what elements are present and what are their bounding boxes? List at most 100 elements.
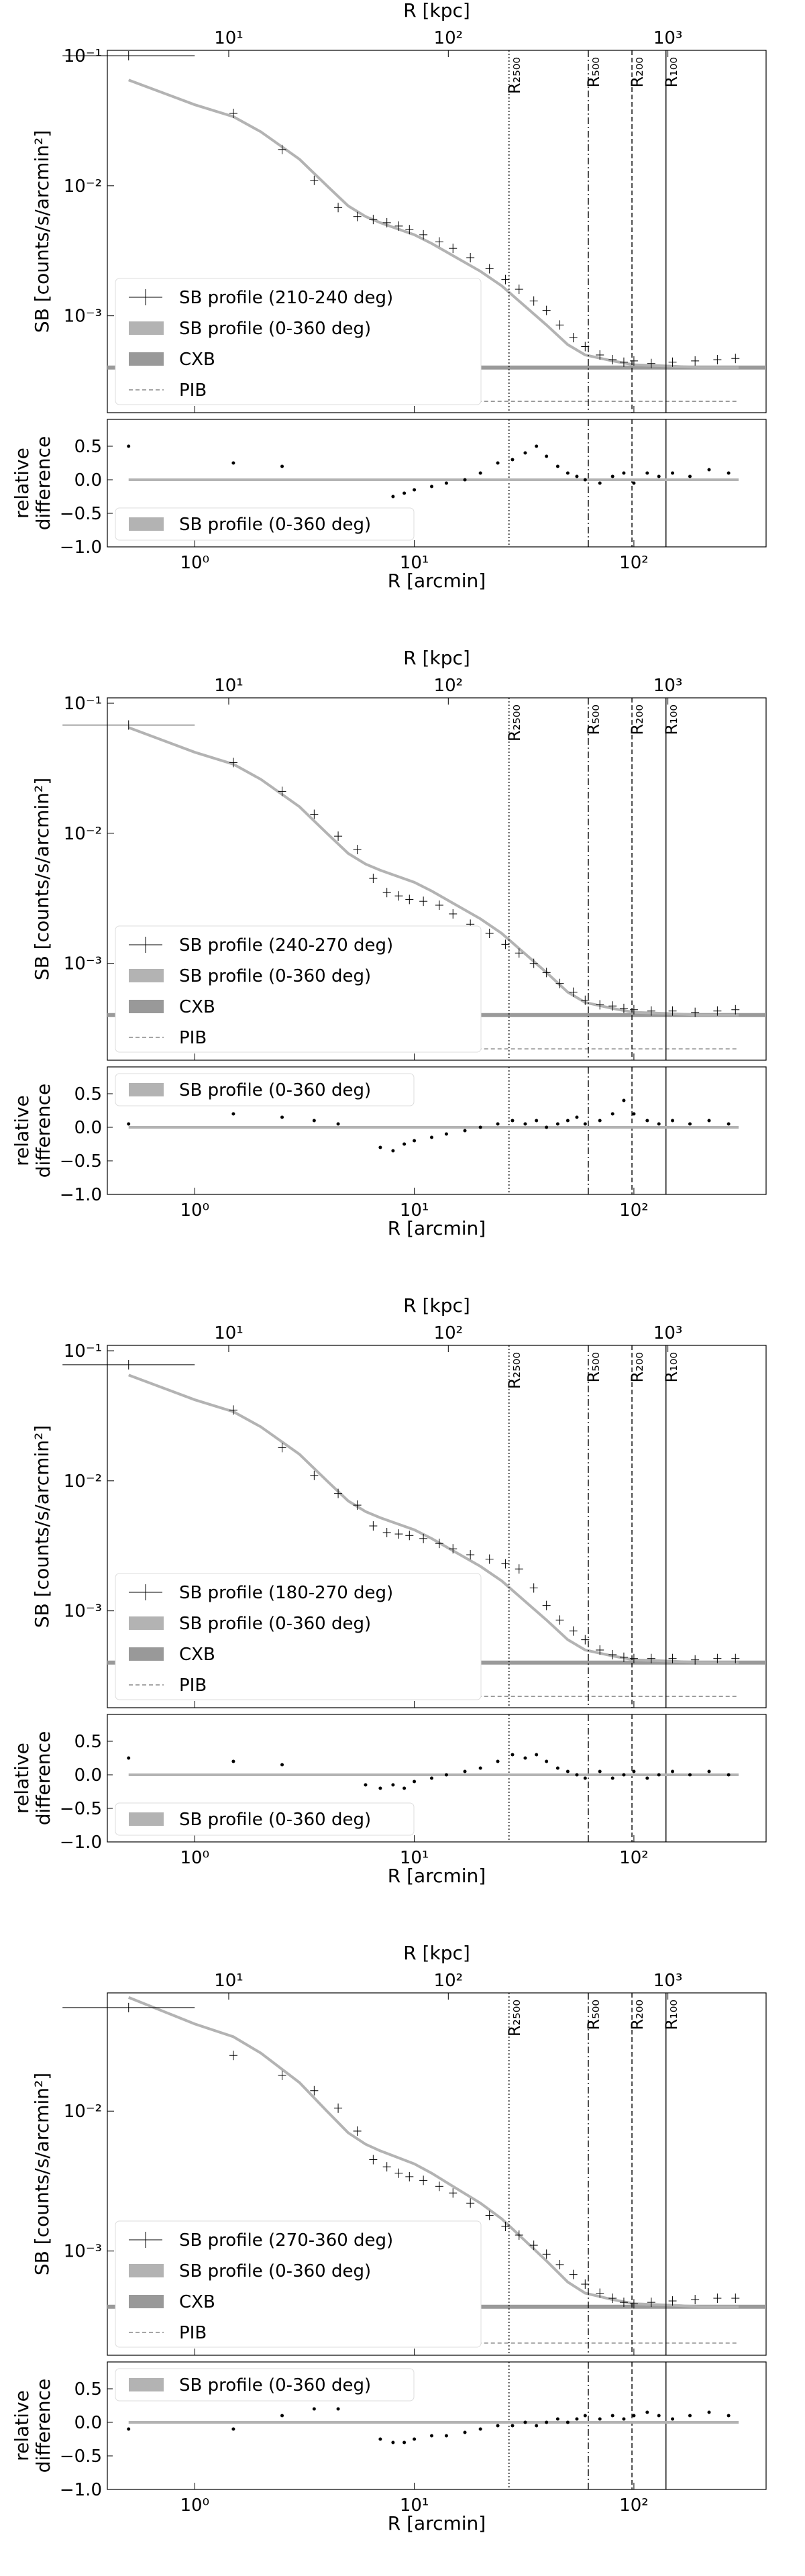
bottom-axis-label: R [arcmin] bbox=[388, 2512, 486, 2534]
data-point bbox=[542, 1600, 551, 1610]
ratio-point bbox=[430, 484, 434, 488]
ratio-point bbox=[707, 2410, 711, 2414]
data-point bbox=[382, 217, 391, 227]
ratio-point bbox=[645, 471, 649, 475]
ratio-point bbox=[391, 495, 395, 499]
data-point bbox=[353, 2126, 362, 2136]
data-point bbox=[555, 2259, 564, 2269]
ratio-point bbox=[402, 1786, 407, 1790]
ratio-point bbox=[707, 1769, 711, 1773]
ratio-tick-label: −0.5 bbox=[60, 2446, 102, 2467]
data-point bbox=[405, 1531, 414, 1541]
reference-profile-line bbox=[128, 1374, 739, 1664]
ratio-point bbox=[671, 1769, 675, 1773]
legend-label: PIB bbox=[179, 1028, 207, 1048]
legend-box bbox=[115, 1573, 482, 1700]
ratio-tick-label: 0.5 bbox=[74, 1732, 102, 1752]
ratio-point bbox=[632, 1112, 636, 1116]
ratio-point bbox=[430, 2434, 434, 2438]
ratio-point bbox=[378, 1786, 382, 1790]
ratio-point bbox=[463, 2430, 467, 2434]
data-point bbox=[466, 1550, 475, 1560]
main-legend: SB profile (240-270 deg) SB profile (0-36… bbox=[115, 925, 482, 1053]
data-point bbox=[353, 211, 362, 221]
data-point bbox=[229, 109, 237, 119]
legend-marker bbox=[129, 1812, 164, 1826]
data-point bbox=[629, 1004, 638, 1015]
legend-box bbox=[115, 925, 482, 1053]
x-tick-label: 10⁰ bbox=[180, 2495, 210, 2516]
legend-label: SB profile (210-240 deg) bbox=[179, 288, 393, 308]
legend-label: SB profile (0-360 deg) bbox=[179, 515, 371, 535]
legend-label: CXB bbox=[179, 1645, 215, 1665]
data-point bbox=[691, 1655, 700, 1665]
ratio-point bbox=[364, 1783, 368, 1787]
ratio-tick-label: −1.0 bbox=[60, 1185, 102, 1205]
main-axes-frame bbox=[107, 50, 767, 413]
ratio-point bbox=[610, 474, 614, 478]
y-tick-label: 10⁻³ bbox=[64, 954, 102, 974]
data-point bbox=[596, 2288, 604, 2298]
ratio-point bbox=[657, 2414, 661, 2418]
legend-marker bbox=[129, 1647, 164, 1661]
ratio-point bbox=[127, 2427, 131, 2431]
ratio-legend: SB profile (0-360 deg) bbox=[115, 2368, 415, 2402]
legend-label: SB profile (0-360 deg) bbox=[179, 319, 371, 339]
ratio-point bbox=[231, 2427, 235, 2431]
ratio-point bbox=[727, 1122, 731, 1126]
data-point bbox=[382, 1527, 391, 1537]
data-point bbox=[278, 2070, 286, 2080]
ratio-ylabel: relative bbox=[11, 448, 33, 519]
ratio-point bbox=[545, 2420, 549, 2424]
data-point bbox=[529, 1583, 538, 1593]
ratio-point bbox=[511, 458, 515, 462]
ratio-legend: SB profile (0-360 deg) bbox=[115, 1073, 415, 1106]
data-point bbox=[529, 958, 538, 968]
ratio-tick-label: 0.5 bbox=[74, 2379, 102, 2400]
legend-box bbox=[115, 1802, 415, 1836]
bottom-axis-label: R [arcmin] bbox=[388, 570, 486, 592]
legend-label: PIB bbox=[179, 2323, 207, 2343]
main-ylabel: SB [counts/s/arcmin²] bbox=[31, 778, 53, 980]
ratio-tick-label: −1.0 bbox=[60, 1833, 102, 1853]
ratio-point bbox=[127, 1756, 131, 1760]
ratio-point bbox=[231, 1112, 235, 1116]
data-point bbox=[62, 720, 195, 730]
ratio-point bbox=[378, 2437, 382, 2441]
ratio-ylabel: relative bbox=[11, 1743, 33, 1814]
data-point bbox=[555, 978, 564, 988]
data-point bbox=[419, 229, 428, 240]
vline-label: R₁₀₀ bbox=[662, 705, 681, 735]
data-point bbox=[382, 888, 391, 898]
x-tick-label: 10² bbox=[619, 1200, 649, 1221]
ratio-point bbox=[444, 1132, 448, 1136]
legend-marker bbox=[129, 1616, 164, 1630]
ratio-point bbox=[413, 488, 417, 492]
ratio-point bbox=[231, 1759, 235, 1763]
ratio-point bbox=[555, 1122, 559, 1126]
ratio-point bbox=[657, 1122, 661, 1126]
data-point bbox=[581, 995, 590, 1005]
data-point bbox=[713, 2294, 722, 2304]
data-point bbox=[485, 1554, 494, 1564]
ratio-point bbox=[545, 1125, 549, 1129]
top-tick-label: 10³ bbox=[653, 28, 683, 48]
ratio-legend: SB profile (0-360 deg) bbox=[115, 1802, 415, 1836]
y-tick-label: 10⁻¹ bbox=[64, 694, 102, 714]
data-point bbox=[596, 1000, 604, 1010]
ratio-point bbox=[413, 1139, 417, 1143]
ratio-point bbox=[535, 1119, 539, 1123]
ratio-point bbox=[610, 1776, 614, 1780]
ratio-point bbox=[671, 471, 675, 475]
data-point bbox=[542, 968, 551, 978]
data-point bbox=[713, 1653, 722, 1663]
top-tick-label: 10³ bbox=[653, 676, 683, 696]
ratio-point bbox=[645, 1776, 649, 1780]
data-point bbox=[647, 1006, 655, 1016]
data-point bbox=[713, 1006, 722, 1016]
legend-label: CXB bbox=[179, 997, 215, 1017]
ratio-point bbox=[511, 2424, 515, 2428]
panel-2: R₂₅₀₀ R₅₀₀ R₂₀₀ R₁₀₀ 10⁰ 10¹ 10² 10¹ 10² 10³ 10⁻³ 1… bbox=[11, 647, 767, 1239]
ratio-point bbox=[430, 1776, 434, 1780]
